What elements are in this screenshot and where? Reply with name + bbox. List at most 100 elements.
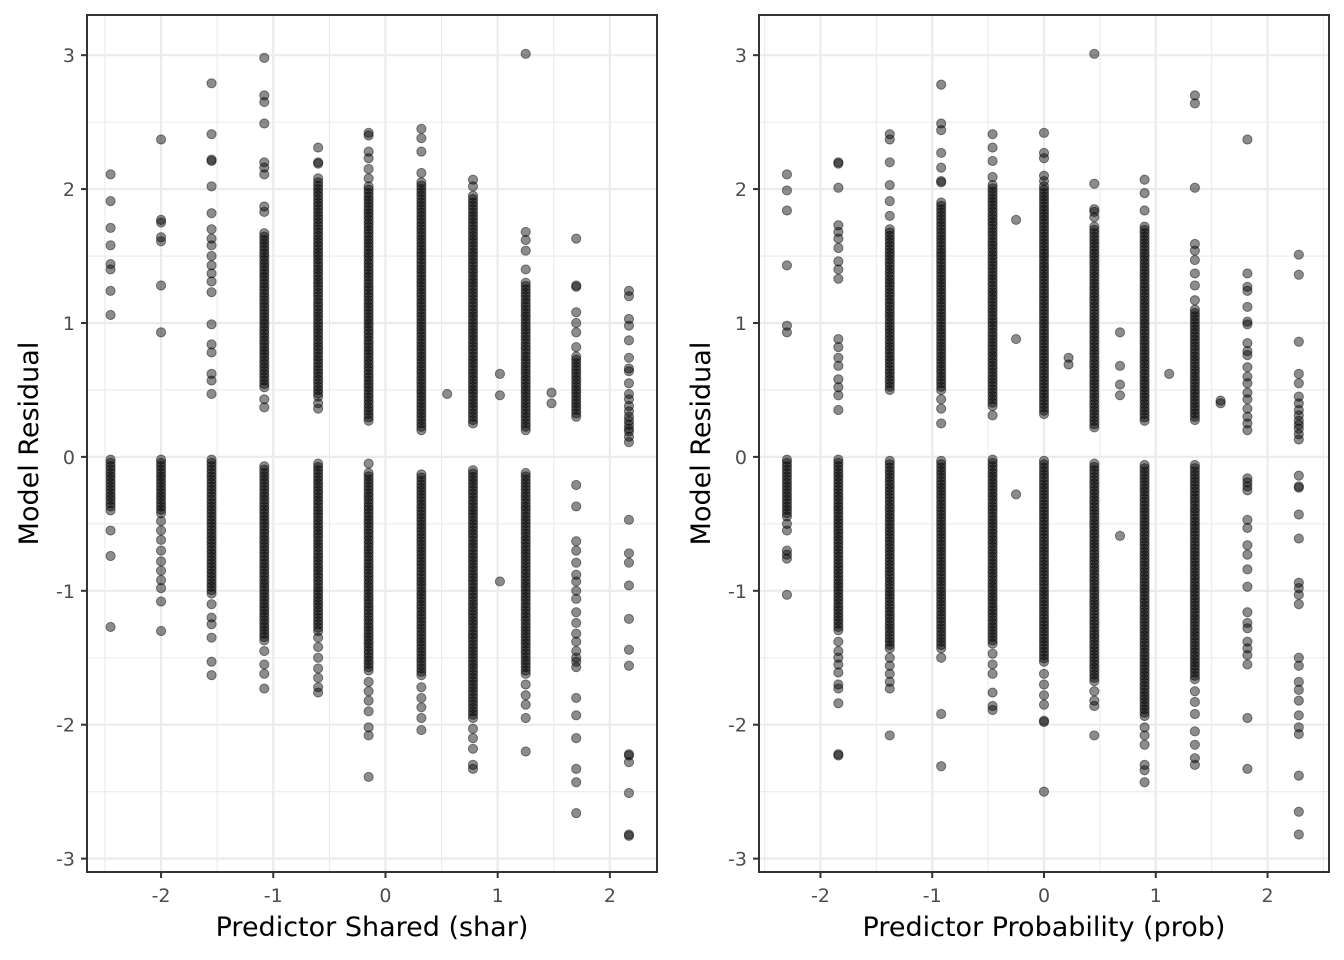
data-point [1038, 348, 1050, 359]
data-point [987, 364, 998, 375]
data-point [884, 459, 895, 470]
data-point [259, 568, 270, 579]
data-point [1089, 612, 1100, 623]
data-point [363, 665, 374, 676]
data-point [884, 134, 895, 145]
data-point [1189, 739, 1200, 750]
data-point [313, 652, 324, 663]
data-point [363, 301, 374, 313]
data-point [363, 372, 374, 383]
data-point [206, 260, 217, 271]
data-point [467, 545, 479, 556]
data-point [1293, 368, 1304, 379]
data-point [363, 638, 374, 649]
data-point [259, 497, 270, 509]
data-point [416, 626, 427, 637]
data-point [467, 676, 479, 687]
data-point [884, 475, 895, 487]
data-point [987, 206, 998, 217]
data-point [1089, 502, 1100, 513]
data-point [313, 595, 324, 606]
data-point [571, 545, 582, 556]
data-point [520, 554, 531, 566]
data-point [259, 315, 270, 326]
data-point [363, 392, 374, 403]
data-point [884, 626, 895, 637]
data-point [313, 173, 324, 184]
data-point [313, 388, 324, 399]
data-point [363, 581, 374, 592]
data-point [987, 377, 998, 388]
data-point [1038, 228, 1050, 239]
data-point [571, 388, 582, 399]
data-point [1242, 623, 1253, 634]
data-point [259, 375, 270, 386]
data-point [987, 595, 998, 606]
data-point [987, 477, 998, 489]
data-point [363, 621, 374, 633]
data-point [1038, 305, 1050, 316]
data-point [520, 414, 531, 426]
data-point [987, 400, 998, 412]
data-point [1038, 586, 1050, 597]
data-point [467, 378, 479, 389]
data-point [363, 608, 374, 619]
data-point [936, 619, 947, 631]
data-point [313, 568, 324, 580]
data-point [1089, 224, 1100, 236]
data-point [571, 281, 582, 292]
data-point [987, 263, 998, 274]
data-point [520, 484, 531, 495]
data-point [467, 391, 479, 402]
data-point [520, 368, 531, 379]
data-point [363, 551, 374, 562]
data-point [1139, 600, 1150, 611]
data-point [781, 327, 793, 338]
data-point [467, 230, 479, 242]
data-point [313, 672, 324, 683]
data-point [1038, 268, 1050, 279]
data-point [416, 394, 427, 406]
data-point [416, 633, 427, 644]
data-point [363, 251, 374, 262]
data-point [467, 528, 479, 539]
data-point [936, 394, 947, 405]
data-point [416, 210, 427, 221]
x-tick-label: -1 [923, 885, 942, 907]
data-point [467, 702, 479, 714]
data-point [467, 337, 479, 349]
data-point [416, 539, 427, 550]
data-point [987, 155, 998, 167]
data-point [936, 291, 947, 302]
data-point [1139, 281, 1150, 292]
data-point [987, 514, 998, 525]
data-point [884, 489, 895, 500]
data-point [520, 564, 531, 576]
data-point [1139, 291, 1150, 302]
data-point [1089, 595, 1100, 606]
data-point [416, 576, 427, 587]
data-point [1114, 530, 1126, 541]
data-point [1038, 308, 1050, 319]
data-point [313, 622, 324, 633]
data-point [206, 454, 217, 465]
data-point [416, 549, 427, 560]
data-point [313, 371, 324, 382]
data-point [781, 494, 793, 505]
data-point [363, 315, 374, 326]
data-point [1189, 337, 1200, 349]
data-point [1038, 208, 1050, 219]
data-point [416, 371, 427, 382]
data-point [313, 518, 324, 529]
data-point [363, 348, 374, 359]
data-point [416, 656, 427, 667]
data-point [1139, 573, 1150, 584]
data-point [833, 273, 844, 284]
data-point [1139, 459, 1150, 471]
data-point [936, 281, 947, 292]
data-point [363, 365, 374, 376]
data-point [1038, 596, 1050, 607]
data-point [1089, 221, 1100, 232]
data-point [1242, 378, 1253, 389]
data-point [571, 354, 582, 365]
